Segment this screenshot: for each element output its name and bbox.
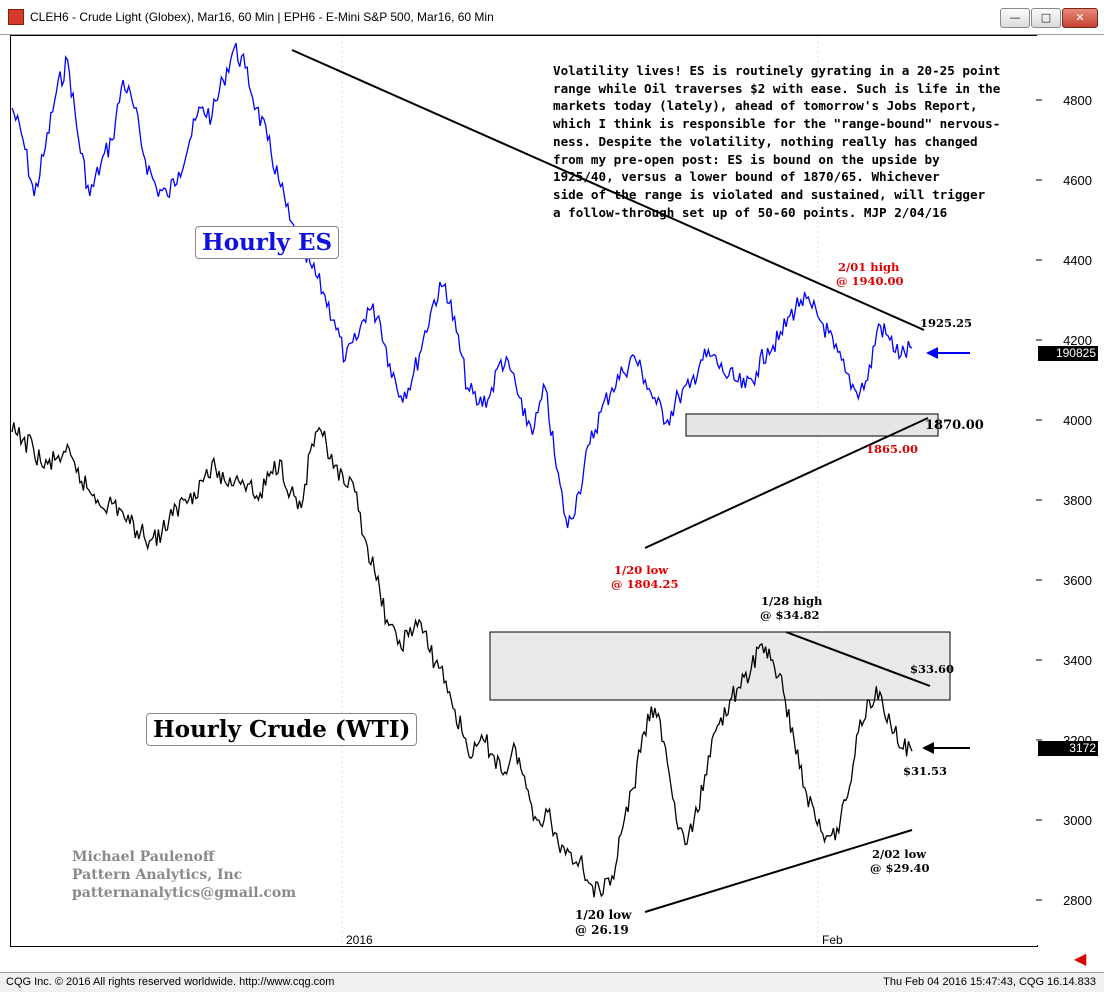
app-icon	[8, 9, 24, 25]
es-price-arrow	[926, 347, 970, 359]
crude-resistance-trendline	[785, 631, 931, 687]
es-low-value: @ 1804.25	[611, 577, 679, 591]
copyright-text: CQG Inc. © 2016 All rights reserved worl…	[6, 976, 335, 988]
y-axis-tick-label: 3400	[1063, 653, 1092, 668]
x-axis-group-label: 2016	[346, 933, 373, 947]
es-high-label: 2/01 high	[838, 260, 900, 274]
date-axis[interactable]	[10, 946, 1036, 965]
crude-last-price-tag: 3172	[1038, 741, 1098, 756]
author-watermark: Michael Paulenoff Pattern Analytics, Inc…	[72, 848, 296, 902]
minimize-button[interactable]: —	[1000, 8, 1030, 28]
commentary-line: Volatility lives! ES is routinely gyrati…	[553, 63, 1001, 78]
x-axis-group-label: Feb	[822, 933, 843, 947]
y-axis-tick-label: 4000	[1063, 413, 1092, 428]
price-axis[interactable]	[1037, 35, 1104, 945]
es-last-price-tag: 190825	[1038, 346, 1098, 361]
commentary-text: Volatility lives! ES is routinely gyrati…	[553, 62, 1028, 221]
crude-low-120-value: @ 26.19	[575, 923, 629, 937]
y-axis-tick-label: 4600	[1063, 173, 1092, 188]
window-title: CLEH6 - Crude Light (Globex), Mar16, 60 …	[30, 10, 494, 24]
commentary-line: markets today (lately), ahead of tomorro…	[553, 98, 978, 114]
y-axis-tick-label: 2800	[1063, 893, 1092, 908]
commentary-line: 1925/40, versus a lower bound of 1870/65…	[553, 169, 940, 185]
commentary-line: range while Oil traverses $2 with ease. …	[553, 80, 1001, 96]
crude-high-value: @ $34.82	[760, 608, 820, 622]
es-price-line	[11, 42, 913, 529]
es-1870-label: 1870.00	[925, 418, 984, 433]
crude-chart-title: Hourly Crude (WTI)	[146, 713, 418, 746]
commentary-line: which I think is responsible for the "ra…	[553, 116, 1001, 132]
es-high-value: @ 1940.00	[836, 274, 904, 288]
crude-range-zone	[489, 631, 951, 701]
crude-support-trendline	[644, 829, 913, 913]
es-chart-title: Hourly ES	[195, 226, 340, 259]
commentary-line: from my pre-open post: ES is bound on th…	[553, 151, 940, 167]
crude-high-label: 1/28 high	[761, 594, 823, 608]
es-support-trendline	[644, 417, 929, 549]
scroll-left-arrow-icon[interactable]: ◀	[1074, 949, 1087, 968]
y-axis-tick-label: 4200	[1063, 333, 1092, 348]
author-email: patternanalytics@gmail.com	[72, 885, 297, 901]
crude-low-120-label: 1/20 low	[575, 908, 632, 922]
es-low-label: 1/20 low	[614, 563, 669, 577]
title-bar: CLEH6 - Crude Light (Globex), Mar16, 60 …	[0, 0, 1104, 35]
y-axis-tick-label: 3800	[1063, 493, 1092, 508]
es-1925-label: 1925.25	[920, 316, 973, 330]
crude-low-202-value: @ $29.40	[870, 861, 930, 875]
crude-low-202-label: 2/02 low	[872, 847, 927, 861]
timestamp-text: Thu Feb 04 2016 15:47:43, CQG 16.14.833	[883, 976, 1096, 988]
es-range-zone	[685, 413, 939, 437]
author-company: Pattern Analytics, Inc	[72, 867, 243, 883]
maximize-button[interactable]: □	[1031, 8, 1061, 28]
author-name: Michael Paulenoff	[72, 849, 215, 865]
crude-price-arrow	[922, 742, 970, 754]
es-resistance-trendline	[291, 49, 925, 331]
commentary-line: ness. Despite the volatility, nothing re…	[553, 133, 978, 149]
crude-3153-label: $31.53	[903, 764, 948, 778]
y-axis-tick-label: 3000	[1063, 813, 1092, 828]
close-button[interactable]: ✕	[1062, 8, 1098, 28]
es-1865-label: 1865.00	[866, 442, 919, 456]
commentary-line: side of the range is violated and sustai…	[553, 186, 986, 202]
chart-area[interactable]	[10, 35, 1038, 947]
y-axis-tick-label: 3600	[1063, 573, 1092, 588]
crude-price-line	[11, 422, 913, 898]
crude-3360-label: $33.60	[910, 662, 955, 676]
y-axis-tick-label: 4800	[1063, 93, 1092, 108]
commentary-line: a follow-through set up of 50-60 points.…	[553, 204, 948, 220]
status-bar: CQG Inc. © 2016 All rights reserved worl…	[0, 972, 1104, 992]
y-axis-tick-label: 4400	[1063, 253, 1092, 268]
